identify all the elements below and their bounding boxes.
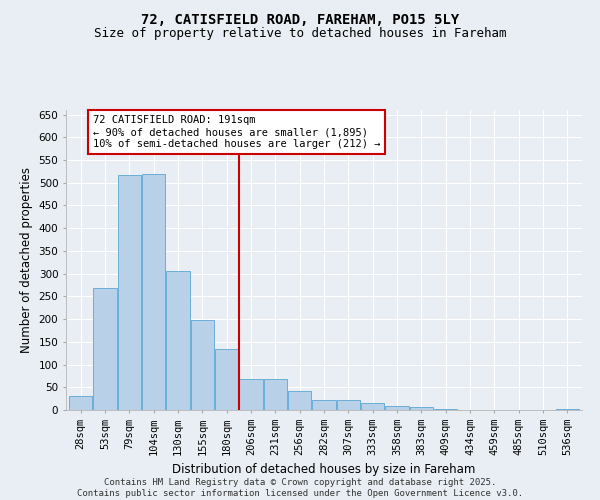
Bar — [410, 408, 433, 410]
Text: Contains HM Land Registry data © Crown copyright and database right 2025.
Contai: Contains HM Land Registry data © Crown c… — [77, 478, 523, 498]
Y-axis label: Number of detached properties: Number of detached properties — [20, 167, 33, 353]
Bar — [118, 174, 141, 410]
Bar — [191, 320, 214, 410]
Bar — [69, 396, 92, 410]
Text: Size of property relative to detached houses in Fareham: Size of property relative to detached ho… — [94, 28, 506, 40]
Bar — [361, 403, 384, 410]
X-axis label: Distribution of detached houses by size in Fareham: Distribution of detached houses by size … — [172, 464, 476, 476]
Bar — [288, 391, 311, 410]
Bar — [264, 379, 287, 410]
Text: 72 CATISFIELD ROAD: 191sqm
← 90% of detached houses are smaller (1,895)
10% of s: 72 CATISFIELD ROAD: 191sqm ← 90% of deta… — [93, 116, 380, 148]
Bar — [556, 408, 579, 410]
Bar — [313, 400, 335, 410]
Bar — [94, 288, 116, 410]
Bar — [239, 379, 263, 410]
Bar — [215, 348, 238, 410]
Bar — [337, 400, 360, 410]
Bar — [166, 272, 190, 410]
Bar — [385, 406, 409, 410]
Bar — [434, 409, 457, 410]
Bar — [142, 174, 165, 410]
Text: 72, CATISFIELD ROAD, FAREHAM, PO15 5LY: 72, CATISFIELD ROAD, FAREHAM, PO15 5LY — [141, 12, 459, 26]
